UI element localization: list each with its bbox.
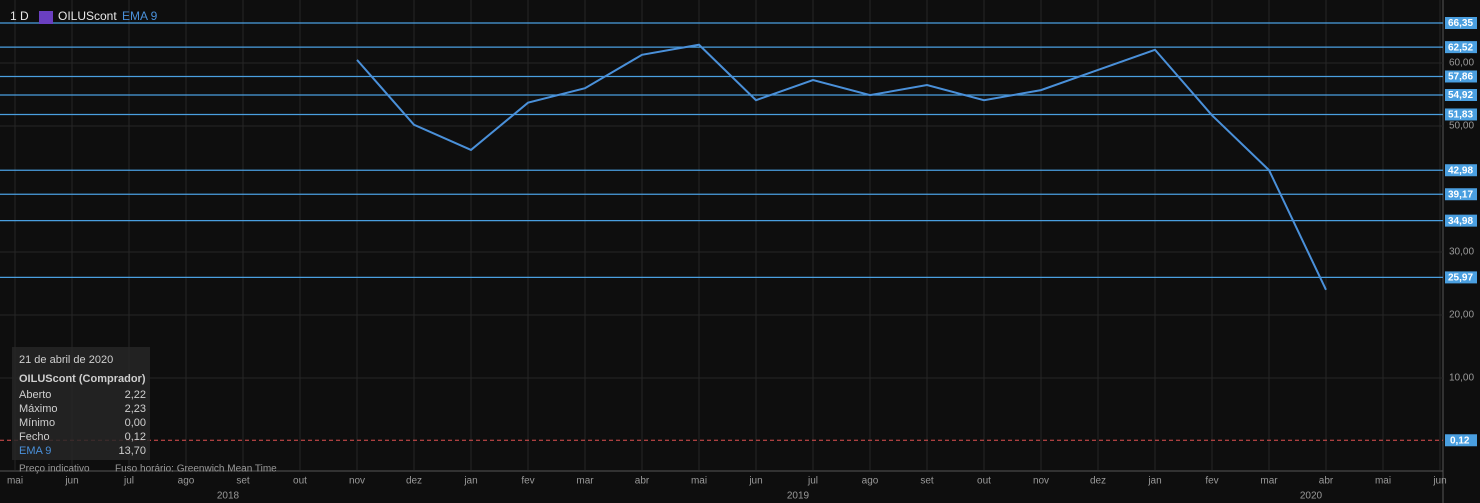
level-label: 39,17: [1448, 189, 1473, 200]
footer-timezone: Fuso horário: Greenwich Mean Time: [115, 464, 277, 475]
level-label-box: [1445, 41, 1477, 54]
info-panel: [12, 347, 150, 460]
x-tick-label: jul: [123, 476, 134, 487]
year-label: 2018: [217, 491, 240, 502]
panel-value: 2,23: [125, 403, 146, 415]
level-label: 25,97: [1448, 273, 1473, 284]
x-tick-label: set: [920, 476, 934, 487]
x-tick-label: ago: [862, 476, 879, 487]
panel-label: Mínimo: [19, 417, 55, 429]
x-tick-label: jun: [64, 476, 78, 487]
y-tick-label: 30,00: [1449, 247, 1474, 258]
x-tick-label: mai: [7, 476, 23, 487]
panel-label: Fecho: [19, 431, 50, 443]
x-tick-label: fev: [521, 476, 534, 487]
y-tick-label: 20,00: [1449, 310, 1474, 321]
level-label: 54,92: [1448, 90, 1473, 101]
x-tick-label: dez: [1090, 476, 1106, 487]
symbol-icon: [39, 11, 53, 24]
x-tick-label: abr: [1319, 476, 1334, 487]
level-label-box: [1445, 214, 1477, 227]
x-tick-label: set: [236, 476, 250, 487]
level-label: 51,83: [1448, 110, 1473, 121]
x-tick-label: ago: [178, 476, 195, 487]
panel-value: 13,70: [118, 445, 146, 457]
x-tick-label: fev: [1205, 476, 1218, 487]
footer-note: Preço indicativo: [19, 464, 90, 475]
ema-line: [356, 43, 1327, 291]
panel-title: OILUScont (Comprador): [19, 373, 146, 385]
y-tick-label: 60,00: [1449, 58, 1474, 69]
level-label: 66,35: [1448, 18, 1473, 29]
x-tick-label: jul: [807, 476, 818, 487]
panel-label: EMA 9: [19, 445, 51, 457]
x-tick-label: out: [293, 476, 307, 487]
level-label-box: [1445, 89, 1477, 102]
y-tick-label: 10,00: [1449, 373, 1474, 384]
x-tick-label: mar: [1260, 476, 1278, 487]
x-tick-label: jan: [1147, 476, 1161, 487]
level-label-box: [1445, 164, 1477, 177]
panel-value: 0,12: [125, 431, 146, 443]
last-price-label: 0,12: [1450, 435, 1470, 446]
level-label-box: [1445, 16, 1477, 29]
panel-value: 0,00: [125, 417, 146, 429]
level-label: 34,98: [1448, 216, 1473, 227]
x-tick-label: jan: [463, 476, 477, 487]
level-label-box: [1445, 70, 1477, 83]
panel-date: 21 de abril de 2020: [19, 354, 113, 366]
level-label-box: [1445, 271, 1477, 284]
x-tick-label: out: [977, 476, 991, 487]
year-label: 2019: [787, 491, 810, 502]
level-label: 62,52: [1448, 42, 1473, 53]
x-tick-label: jun: [748, 476, 762, 487]
x-tick-label: mar: [576, 476, 594, 487]
x-tick-label: nov: [1033, 476, 1049, 487]
level-label-box: [1445, 108, 1477, 121]
x-tick-label: nov: [349, 476, 365, 487]
x-tick-label: mai: [1375, 476, 1391, 487]
x-tick-label: dez: [406, 476, 422, 487]
indicator: EMA 9: [122, 9, 158, 23]
symbol: OILUScont: [58, 9, 117, 23]
last-price-box: [1445, 434, 1477, 447]
panel-label: Aberto: [19, 389, 51, 401]
x-tick-label: mai: [691, 476, 707, 487]
panel-value: 2,22: [125, 389, 146, 401]
x-tick-label: abr: [635, 476, 650, 487]
level-label: 42,98: [1448, 165, 1473, 176]
y-tick-label: 50,00: [1449, 121, 1474, 132]
x-tick-label: jun: [1432, 476, 1446, 487]
panel-label: Máximo: [19, 403, 58, 415]
level-label-box: [1445, 188, 1477, 201]
level-label: 57,86: [1448, 72, 1473, 83]
year-label: 2020: [1300, 491, 1323, 502]
interval: 1 D: [10, 9, 29, 23]
